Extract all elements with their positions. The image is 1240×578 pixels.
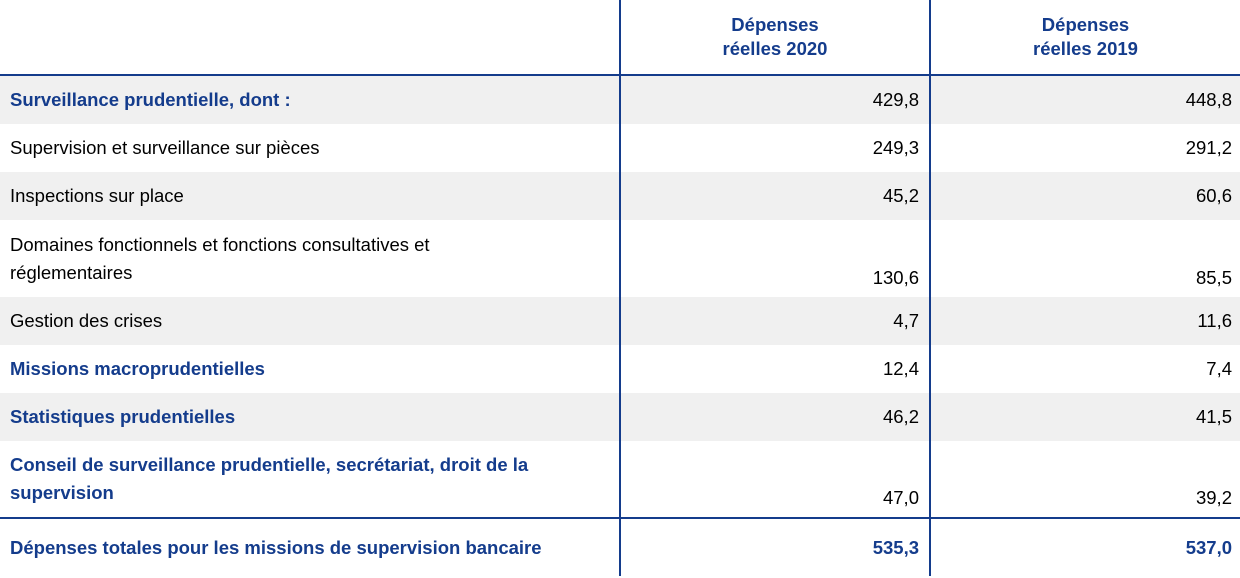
row-label: Conseil de surveillance prudentielle, se… — [10, 454, 529, 503]
row-label-cell: Domaines fonctionnels et fonctions consu… — [0, 220, 621, 297]
cell: 11,6 — [1197, 310, 1232, 331]
header-cell: Dépenses réelles 2019 — [931, 0, 1240, 74]
row-label: Gestion des crises — [0, 297, 621, 345]
cell: 130,6 — [621, 220, 931, 297]
cell: 429,8 — [621, 76, 931, 124]
row-label: Supervision et surveillance sur pièces — [0, 124, 621, 172]
header-cell — [0, 0, 621, 74]
row-label: Surveillance prudentielle, dont : — [0, 76, 621, 124]
cell: 4,7 — [621, 297, 931, 345]
header-row: Dépenses réelles 2020 Dépenses réelles 2… — [0, 0, 1240, 76]
header-cell: Dépenses réelles 2020 — [621, 0, 931, 74]
cell: 45,2 — [621, 172, 931, 220]
table-row: Supervision et surveillance sur pièces 2… — [0, 124, 1240, 172]
cell: 85,5 — [1195, 267, 1232, 288]
table-row: Domaines fonctionnels et fonctions consu… — [0, 220, 1240, 297]
cell: 47,0 — [621, 441, 931, 517]
row-label: Missions macroprudentielles — [0, 345, 621, 393]
table-row: Statistiques prudentielles 46,2 41,5 — [0, 393, 1240, 441]
row-label: Statistiques prudentielles — [0, 393, 621, 441]
column-header: Dépenses réelles 2020 — [722, 14, 828, 59]
row-label: Dépenses totales pour les missions de su… — [0, 519, 621, 576]
cell: 41,5 — [1195, 406, 1232, 427]
table-row: Surveillance prudentielle, dont : 429,8 … — [0, 76, 1240, 124]
cell: 291,2 — [1185, 137, 1232, 158]
row-label-cell: Conseil de surveillance prudentielle, se… — [0, 441, 621, 517]
table-row: Gestion des crises 4,7 11,6 — [0, 297, 1240, 345]
cell: 249,3 — [621, 124, 931, 172]
cell: 46,2 — [621, 393, 931, 441]
row-label: Inspections sur place — [0, 172, 621, 220]
cell: 535,3 — [621, 519, 931, 576]
table-row: Missions macroprudentielles 12,4 7,4 — [0, 345, 1240, 393]
table-row: Inspections sur place 45,2 60,6 — [0, 172, 1240, 220]
cell: 60,6 — [1195, 185, 1232, 206]
cell: 7,4 — [1206, 358, 1232, 379]
cell: 537,0 — [1185, 536, 1232, 558]
cell: 12,4 — [621, 345, 931, 393]
row-label: Domaines fonctionnels et fonctions consu… — [10, 233, 430, 283]
cell: 39,2 — [1195, 487, 1232, 508]
table-row: Conseil de surveillance prudentielle, se… — [0, 441, 1240, 517]
column-header: Dépenses réelles 2019 — [1033, 14, 1138, 59]
cell: 448,8 — [1185, 89, 1232, 110]
total-row: Dépenses totales pour les missions de su… — [0, 517, 1240, 576]
